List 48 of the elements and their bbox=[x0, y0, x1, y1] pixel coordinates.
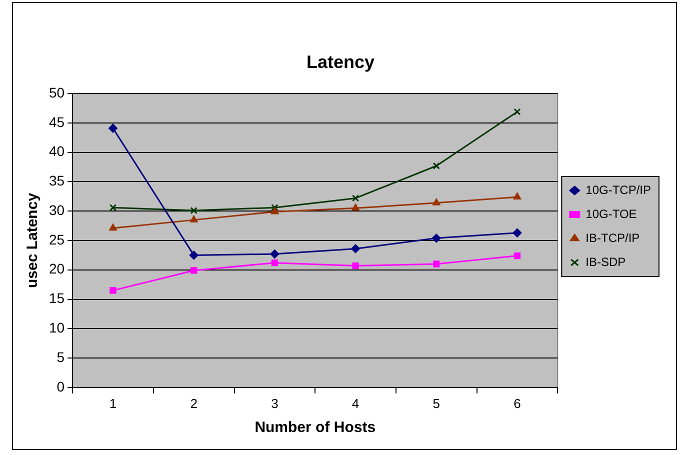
point bbox=[433, 260, 440, 268]
y-tick-label: 25 bbox=[48, 231, 65, 248]
x-tick-label: 2 bbox=[190, 396, 198, 411]
point bbox=[190, 206, 198, 214]
point bbox=[432, 162, 440, 170]
y-tick-label: 10 bbox=[48, 320, 65, 336]
point bbox=[109, 224, 117, 231]
point bbox=[352, 262, 359, 270]
x-tick-label: 4 bbox=[352, 396, 360, 411]
legend-label: IB-SDP bbox=[586, 254, 626, 269]
x-tick-label: 5 bbox=[432, 396, 440, 411]
x-tick-label: 3 bbox=[271, 396, 278, 411]
point bbox=[109, 204, 117, 212]
y-tick-label: 15 bbox=[48, 290, 65, 306]
point bbox=[513, 192, 522, 200]
x-tick-label: 1 bbox=[109, 396, 117, 411]
y-tick-label: 40 bbox=[48, 143, 65, 160]
point bbox=[190, 267, 198, 274]
x-axis-title: Number of Hosts bbox=[254, 419, 376, 436]
point bbox=[110, 287, 116, 294]
point bbox=[271, 260, 278, 266]
x-tick-label: 6 bbox=[514, 396, 521, 411]
y-tick-label: 5 bbox=[56, 348, 65, 365]
legend-label: 10G-TOE bbox=[586, 206, 637, 221]
point bbox=[108, 124, 118, 133]
point bbox=[351, 244, 360, 254]
y-tick-label: 0 bbox=[56, 378, 65, 394]
point bbox=[352, 194, 360, 202]
chart-title: Latency bbox=[306, 52, 375, 72]
legend-label: 10G-TCP/IP bbox=[586, 182, 652, 197]
point bbox=[512, 228, 522, 238]
legend-label: IB-TCP/IP bbox=[586, 230, 640, 245]
point bbox=[432, 198, 440, 206]
point bbox=[514, 108, 521, 116]
point bbox=[270, 207, 279, 214]
y-tick-label: 45 bbox=[48, 114, 65, 130]
y-tick-label: 50 bbox=[48, 84, 65, 100]
point bbox=[432, 234, 441, 243]
point bbox=[270, 250, 280, 259]
y-tick-label: 35 bbox=[48, 172, 65, 189]
point bbox=[352, 204, 360, 211]
point bbox=[271, 204, 278, 212]
point bbox=[514, 252, 521, 260]
y-tick-label: 20 bbox=[48, 260, 65, 277]
y-tick-label: 30 bbox=[48, 202, 65, 218]
point bbox=[190, 215, 198, 222]
y-axis-title: usec Latency bbox=[24, 192, 42, 288]
point bbox=[189, 250, 198, 260]
